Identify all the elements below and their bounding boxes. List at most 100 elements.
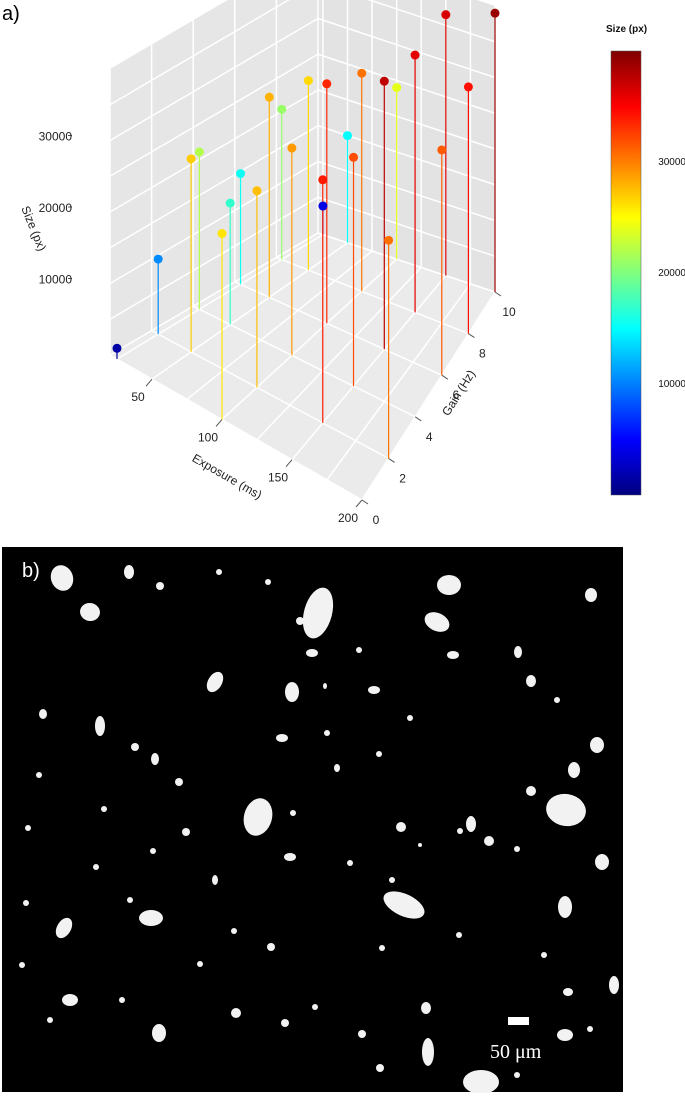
particle — [231, 1008, 241, 1018]
particle — [590, 737, 604, 753]
floor-gridline-x — [221, 258, 398, 420]
data-point — [264, 92, 274, 102]
floor-gridline-x — [326, 283, 472, 481]
left-gridline-z — [109, 196, 319, 320]
colorbar-ticks: 10000 20000 30000 — [658, 157, 685, 390]
data-point — [490, 8, 500, 18]
particle — [418, 843, 422, 847]
particle — [216, 569, 222, 575]
data-point — [194, 147, 204, 157]
particle — [456, 932, 462, 938]
data-point — [441, 10, 451, 20]
particle — [243, 798, 273, 836]
particle — [526, 675, 536, 687]
particle — [39, 709, 47, 719]
data-point — [277, 104, 287, 114]
particle — [324, 730, 330, 736]
particle — [95, 716, 105, 736]
particle — [526, 786, 536, 796]
particle — [356, 647, 362, 653]
particle — [484, 836, 494, 846]
y-tick-label: 4 — [426, 430, 433, 444]
particle — [36, 772, 42, 778]
colorbar-gradient — [610, 50, 642, 496]
data-point — [392, 83, 402, 93]
left-gridline-z — [109, 232, 319, 356]
particle — [197, 961, 203, 967]
back-gridline-z — [317, 89, 496, 150]
particle — [587, 1026, 593, 1032]
particle — [563, 988, 573, 996]
particle — [609, 976, 619, 994]
particle — [265, 579, 271, 585]
particle — [182, 828, 190, 836]
panel-a-3d-scatter: a) 50 100 150 200 0 2 4 6 8 10 10000 20000 30000 Exp… — [0, 0, 685, 545]
particle — [376, 751, 382, 757]
left-gridline-z — [109, 17, 319, 142]
particle — [93, 864, 99, 870]
particle — [212, 875, 218, 885]
data-point — [217, 229, 227, 239]
particle — [284, 853, 296, 861]
data-points — [112, 8, 500, 353]
x-tick-label: 50 — [131, 390, 145, 404]
data-point — [357, 68, 367, 78]
colorbar-tick-label: 10000 — [658, 379, 685, 390]
y-tick-label: 10 — [502, 305, 516, 319]
particle — [421, 1002, 431, 1014]
particle — [267, 943, 275, 951]
particle — [554, 697, 560, 703]
particle — [127, 897, 133, 903]
micrograph-image: b) 50 μm — [2, 547, 623, 1094]
y-tick-mark — [494, 291, 502, 297]
particle — [383, 891, 425, 919]
data-point — [322, 79, 332, 89]
particle — [25, 825, 31, 831]
particle — [281, 1019, 289, 1027]
back-gridline-z — [317, 53, 496, 114]
particle — [568, 762, 580, 778]
particle — [150, 848, 156, 854]
particle — [389, 877, 395, 883]
particle — [62, 994, 78, 1006]
particle — [466, 816, 476, 832]
particle — [47, 1017, 53, 1023]
panel-b-label: b) — [22, 560, 40, 582]
data-point — [437, 145, 447, 155]
data-point — [463, 82, 473, 92]
z-tick-label: 10000 — [39, 273, 73, 287]
particle — [514, 646, 522, 658]
x-tick-mark — [285, 459, 293, 468]
particle — [119, 997, 125, 1003]
x-tick-mark — [215, 419, 223, 427]
back-gridline-z — [367, 0, 496, 43]
particle — [557, 1029, 573, 1041]
particle — [379, 945, 385, 951]
y-tick-mark — [361, 499, 369, 505]
colorbar: Size (px) 10000 20000 30000 — [606, 24, 685, 496]
x-tick-label: 100 — [198, 430, 218, 444]
data-point — [318, 201, 328, 211]
particle — [514, 1072, 520, 1078]
particle — [231, 928, 237, 934]
data-point — [379, 76, 389, 86]
particle — [347, 860, 353, 866]
particle — [323, 683, 327, 689]
x-tick-label: 200 — [338, 511, 358, 525]
particle — [437, 575, 461, 595]
particle — [131, 743, 139, 751]
x-tick-label: 150 — [268, 471, 288, 485]
particle — [290, 810, 296, 816]
x-axis-title: Exposure (ms) — [190, 451, 265, 502]
chart-ticks: 50 100 150 200 0 2 4 6 8 10 10000 20000 30000 — [39, 130, 516, 528]
left-wall — [110, 0, 318, 355]
particle — [334, 764, 340, 772]
data-point — [303, 76, 313, 86]
y-tick-label: 8 — [479, 347, 486, 361]
floor-wall — [110, 233, 495, 500]
y-tick-mark — [441, 374, 449, 380]
floor-gridline-x — [291, 275, 447, 461]
particle — [50, 565, 74, 591]
particle — [285, 682, 299, 702]
particle — [306, 649, 318, 657]
